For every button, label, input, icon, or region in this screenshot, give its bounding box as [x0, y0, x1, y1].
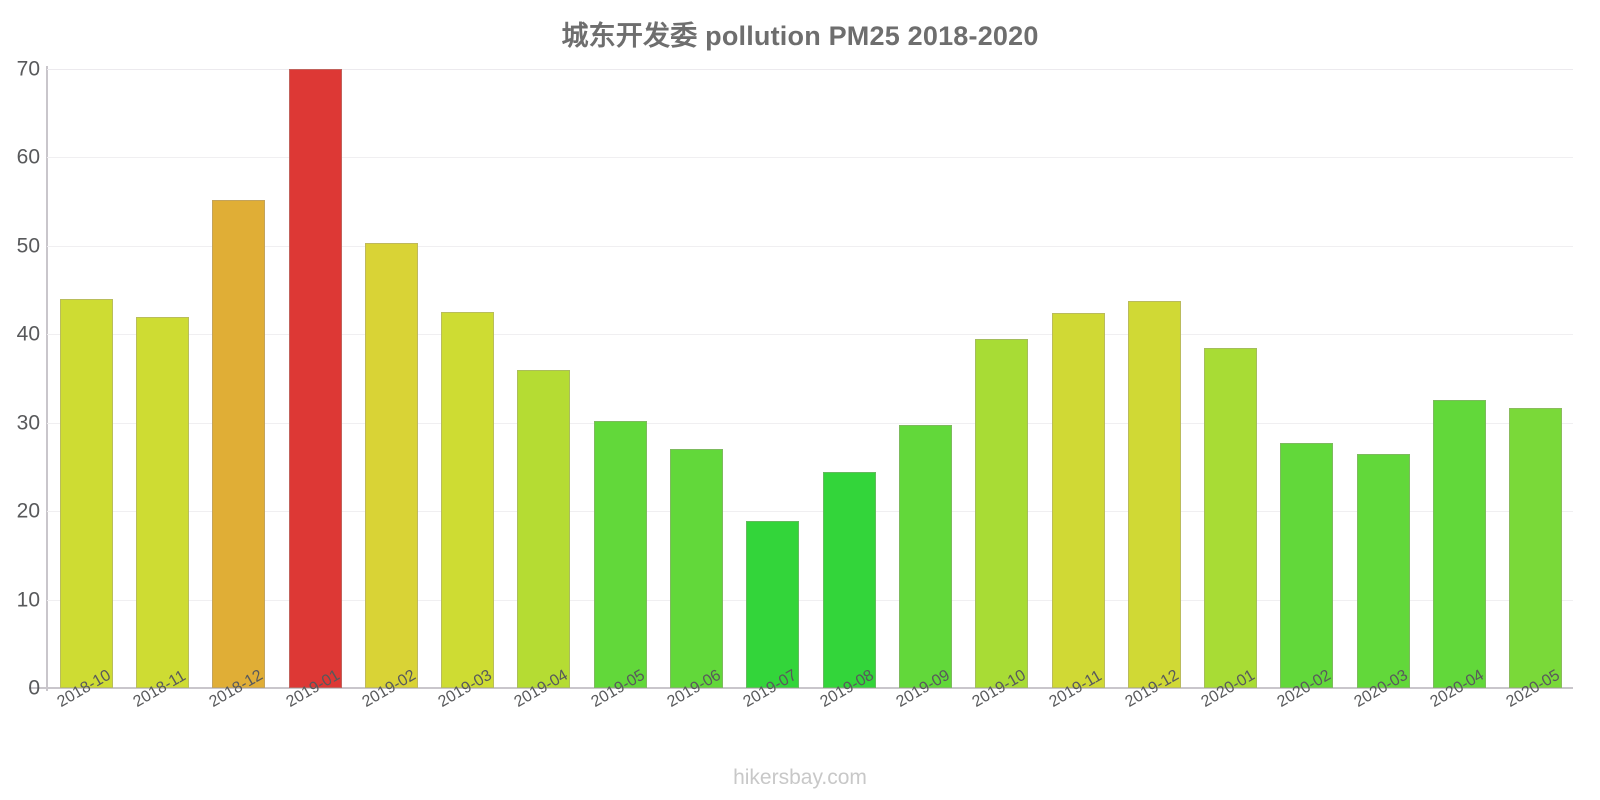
bar[interactable] [1051, 313, 1105, 688]
x-axis-tick-labels: 2018-10 2018-11 2018-12 2019-01 2019-02 2019-… [0, 667, 1600, 767]
gridline [47, 422, 1573, 424]
y-tick-label: 0 [28, 676, 40, 700]
bar[interactable] [975, 338, 1029, 688]
bar[interactable] [898, 425, 952, 688]
gridline [47, 157, 1573, 159]
chart-title: 城东开发委 pollution PM25 2018-2020 [561, 21, 1039, 51]
bar[interactable] [441, 312, 495, 688]
bar[interactable] [746, 520, 800, 688]
footer-credit: hikersbay.com [733, 766, 867, 789]
y-tick-label: 30 [16, 411, 40, 435]
y-axis-line [46, 66, 48, 691]
y-tick-label: 20 [16, 499, 40, 523]
bar[interactable] [364, 243, 418, 688]
y-tick-label: 10 [16, 588, 40, 612]
bar[interactable] [1204, 348, 1258, 688]
gridline [47, 599, 1573, 601]
bar[interactable] [1280, 443, 1334, 688]
bar[interactable] [135, 316, 189, 688]
bar[interactable] [1356, 453, 1410, 688]
bar[interactable] [212, 199, 266, 688]
y-tick-label: 70 [16, 57, 40, 81]
bar[interactable] [670, 449, 724, 688]
bar[interactable] [1509, 407, 1563, 688]
gridline [47, 511, 1573, 513]
x-axis-line [29, 687, 1573, 689]
y-axis-tick-labels: 0 10 20 30 40 50 60 70 [0, 0, 40, 800]
plot-area [47, 69, 1573, 688]
y-tick-label: 60 [16, 145, 40, 169]
gridline [47, 245, 1573, 247]
gridline [47, 334, 1573, 336]
y-tick-label: 50 [16, 234, 40, 258]
bar[interactable] [517, 369, 571, 688]
gridline [47, 69, 1573, 70]
bar[interactable] [288, 69, 342, 688]
bar[interactable] [1433, 399, 1487, 688]
bar[interactable] [822, 472, 876, 688]
bar[interactable] [593, 420, 647, 688]
y-tick-label: 40 [16, 322, 40, 346]
bar[interactable] [59, 298, 113, 688]
bar[interactable] [1127, 300, 1181, 688]
